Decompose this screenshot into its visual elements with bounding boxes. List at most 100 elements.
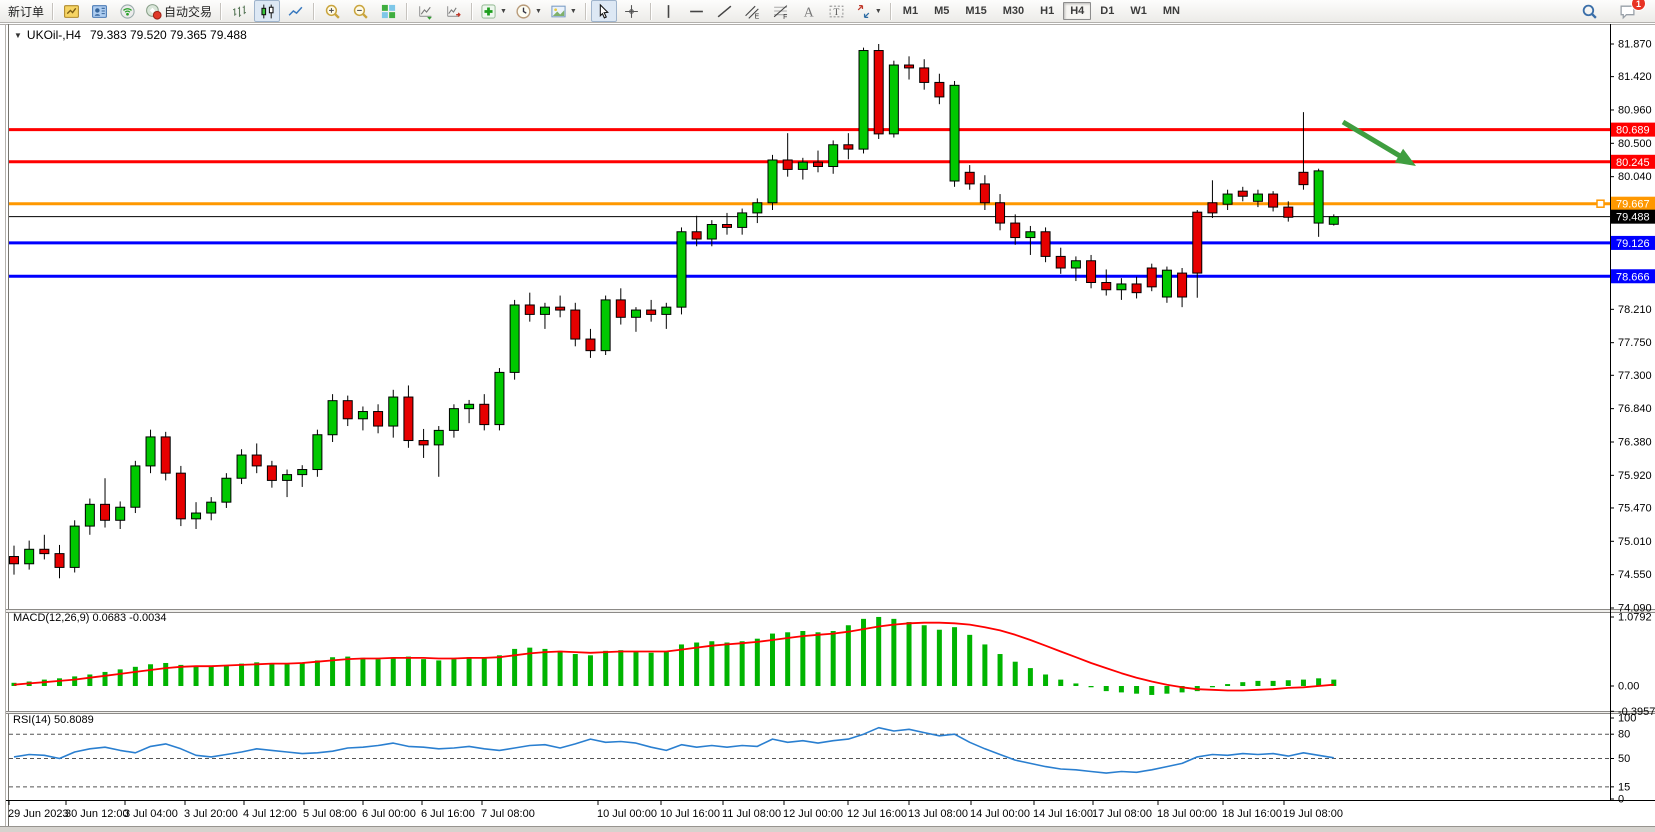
candle-body-down [39,548,50,555]
candle-body-up [115,506,126,521]
market-watch-button[interactable] [58,0,84,22]
indicators-icon [481,3,496,19]
macd-histogram-bar [542,648,548,686]
macd-histogram-bar [891,618,897,686]
svg-text:E: E [755,13,760,20]
bar-chart-button[interactable] [226,0,252,22]
text-button[interactable]: A [796,0,822,22]
text-label-button[interactable]: T [824,0,850,22]
price-tick-label: 81.870 [1618,39,1652,51]
macd-histogram-bar [87,674,93,686]
macd-histogram-bar [1316,678,1322,686]
candle-body-up [206,501,217,514]
fibonacci-button[interactable]: F [768,0,794,22]
trend-arrow-shaft [1341,119,1402,159]
candle-body-up [282,474,293,481]
vertical-line-button[interactable] [656,0,682,22]
signals-button[interactable] [114,0,140,22]
timeframe-m15-button[interactable]: M15 [965,5,987,17]
pane-splitter[interactable] [6,609,1655,613]
price-tick-label: 76.380 [1618,436,1652,448]
timeframe-h4-button[interactable]: H4 [1063,2,1092,20]
line-chart-button[interactable] [282,0,308,22]
macd-histogram-bar [967,634,973,686]
macd-histogram-bar [132,666,138,686]
macd-histogram-bar [1285,680,1291,686]
macd-histogram-bar [72,676,78,686]
time-label: 6 Jul 00:00 [362,808,416,820]
candle-body-up [828,144,839,168]
pivot-line-handle[interactable] [1596,199,1605,208]
candle-body-up [752,202,763,214]
timeframe-w1-button[interactable]: W1 [1130,5,1147,17]
macd-histogram-bar [102,671,108,686]
dropdown-arrow-icon[interactable]: ▼ [534,7,542,15]
macd-pane[interactable] [11,616,1337,695]
notification-badge: 1 [1631,0,1646,11]
notifications-button[interactable]: 1 [1614,0,1646,22]
timeframe-m30-button[interactable]: M30 [1002,5,1025,17]
auto-scroll-button[interactable] [412,0,438,22]
candle-body-up [858,50,869,150]
candle-body-down [1086,260,1097,284]
periods-button[interactable]: ▼ [512,0,545,22]
zoom-in-button[interactable] [319,0,345,22]
candle-body-down [1177,272,1188,298]
timeframe-m1-button[interactable]: M1 [902,5,919,17]
candles-icon [260,4,274,18]
candle-body-up [191,512,202,520]
fibo-icon: F [774,4,788,20]
indicators-button[interactable]: ▼ [477,0,510,22]
dropdown-arrow-icon[interactable]: ▼ [874,7,882,15]
macd-histogram-bar [148,664,154,686]
macd-histogram-bar [527,647,533,686]
macd-histogram-bar [1255,680,1261,686]
search-button[interactable] [1576,0,1602,22]
candle-body-down [964,171,975,185]
crosshair-button[interactable] [619,0,645,22]
rsi-pane[interactable] [9,726,1610,788]
new-order-button[interactable]: 新订单 [5,0,47,22]
timeframe-d1-button[interactable]: D1 [1100,5,1115,17]
zoom-out-button[interactable] [347,0,373,22]
trendline-button[interactable] [712,0,738,22]
data-window-button[interactable] [86,0,112,22]
candle-body-up [312,434,323,471]
dropdown-arrow-icon[interactable]: ▼ [569,7,577,15]
macd-histogram-bar [178,664,184,686]
price-axis[interactable]: 81.87081.42080.96080.50080.04079.58079.1… [1610,39,1655,806]
candle-body-up [464,403,475,410]
candle-body-down [934,81,945,98]
pane-splitter[interactable] [6,711,1655,714]
macd-histogram-bar [1240,682,1246,686]
macd-histogram-bar [223,665,229,686]
rsi-axis-label: 15 [1618,781,1630,793]
channel-button[interactable]: E [740,0,766,22]
chart-shift-button[interactable] [440,0,466,22]
tile-windows-button[interactable] [375,0,401,22]
price-tick-label: 80.500 [1618,138,1652,150]
timeframe-m5-button[interactable]: M5 [934,5,950,17]
candle-body-down [1207,202,1218,214]
dropdown-arrow-icon[interactable]: ▼ [500,7,507,15]
candle-body-up [448,408,459,431]
macd-histogram-bar [936,629,942,686]
toolbar-separator [584,2,586,20]
candlestick-button[interactable] [254,0,281,22]
candle-body-down [782,159,793,170]
candle-body-up [1161,269,1172,298]
timeframe-h1-button[interactable]: H1 [1040,5,1055,17]
trend-arrow[interactable] [1341,119,1416,166]
templates-button[interactable]: ▼ [547,0,580,22]
timeframe-mn-button[interactable]: MN [1162,5,1180,17]
candle-body-down [904,64,915,69]
autotrade-button[interactable]: 自动交易 [142,0,215,22]
arrows-button[interactable]: ▼ [852,0,885,22]
symbol-dropdown-icon[interactable]: ▼ [14,31,22,40]
cursor-button[interactable] [590,0,617,22]
candle-body-down [403,396,414,442]
horizontal-line-button[interactable] [684,0,710,22]
candle-body-up [388,396,399,427]
